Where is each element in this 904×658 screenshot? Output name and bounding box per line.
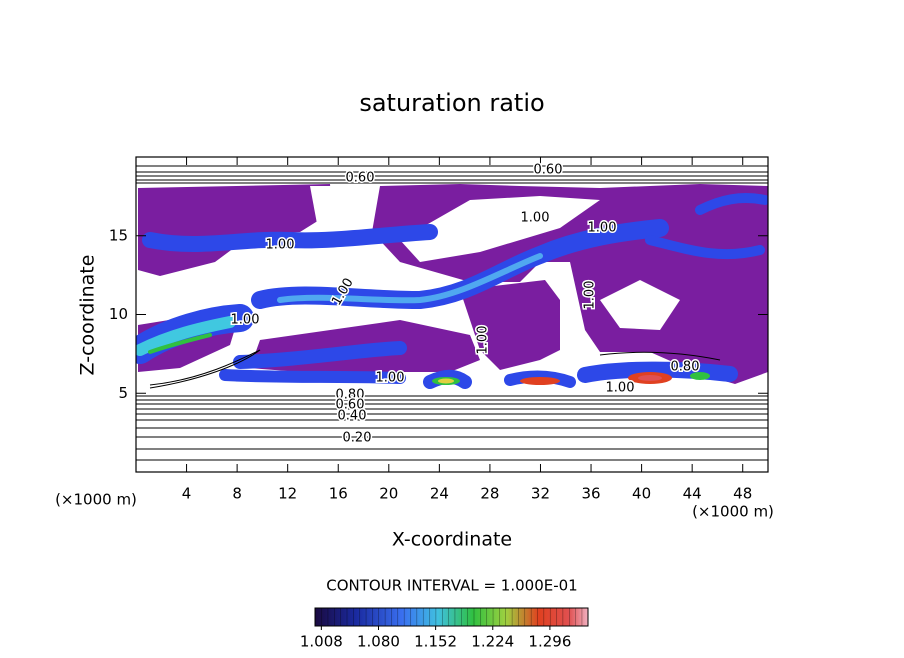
contour-field (136, 157, 768, 472)
contour-line (149, 349, 261, 389)
colorbar-frame (314, 607, 589, 627)
colorbar-tick-label: 1.296 (528, 633, 571, 651)
contour-label: 1.00 (476, 326, 491, 355)
contour-line (136, 171, 768, 173)
contour-label: 1.00 (583, 281, 598, 310)
colorbar-tick-label: 1.080 (357, 633, 400, 651)
x-tick-label: 4 (182, 485, 192, 503)
contour-label: 0.40 (338, 409, 367, 424)
x-unit-label: (×1000 m) (692, 503, 774, 521)
contour-label: 1.00 (588, 221, 617, 236)
colorbar-tick-label: 1.008 (300, 633, 343, 651)
x-tick-label: 48 (733, 485, 752, 503)
contour-line (136, 179, 768, 181)
x-tick-label: 16 (329, 485, 348, 503)
x-tick-label: 24 (430, 485, 449, 503)
contour-line (599, 351, 721, 361)
x-tick-label: 12 (278, 485, 297, 503)
y-tick-label: 5 (118, 384, 128, 402)
colorbar-tick-label: 1.152 (414, 633, 457, 651)
contour-label: 0.60 (534, 163, 563, 178)
contour-line (136, 436, 768, 438)
contour-label: 1.00 (376, 371, 405, 386)
contour-label: 1.00 (606, 381, 635, 396)
x-tick-label: 44 (683, 485, 702, 503)
contour-line (136, 182, 768, 184)
y-tick-label: 15 (109, 226, 128, 244)
colorbar-title: CONTOUR INTERVAL = 1.000E-01 (326, 577, 577, 595)
colorbar-tick-label: 1.224 (471, 633, 514, 651)
x-tick-label: 32 (531, 485, 550, 503)
contour-label: 0.80 (336, 388, 365, 403)
colorbar-stripes (315, 608, 588, 626)
contour-line (136, 427, 768, 429)
contour-line (136, 419, 768, 421)
x-tick-label: 40 (632, 485, 651, 503)
contour-line (136, 408, 768, 410)
contour-line (136, 413, 768, 415)
contour-line (136, 448, 768, 450)
y-tick-label: 10 (109, 305, 128, 323)
x-tick-label: 8 (232, 485, 242, 503)
contour-label: 1.00 (231, 313, 260, 328)
contour-line (136, 175, 768, 177)
contour-line (136, 395, 768, 397)
contour-label: 0.20 (343, 431, 372, 446)
x-tick-label: 20 (379, 485, 398, 503)
x-axis-label: X-coordinate (392, 529, 512, 551)
contour-line (136, 403, 768, 405)
contour-line (136, 459, 768, 461)
x-unit-label: (×1000 m) (55, 491, 137, 509)
contour-label: 0.80 (671, 360, 700, 375)
x-tick-label: 36 (581, 485, 600, 503)
x-tick-label: 28 (480, 485, 499, 503)
contour-label: 1.00 (266, 238, 295, 253)
chart-title: saturation ratio (359, 89, 544, 117)
contour-line (136, 399, 768, 401)
contour-label: 0.60 (346, 171, 375, 186)
y-axis-label: Z-coordinate (77, 255, 99, 376)
contour-label: 0.60 (336, 398, 365, 413)
contour-label: 1.00 (521, 211, 550, 226)
contour-line (136, 165, 768, 167)
